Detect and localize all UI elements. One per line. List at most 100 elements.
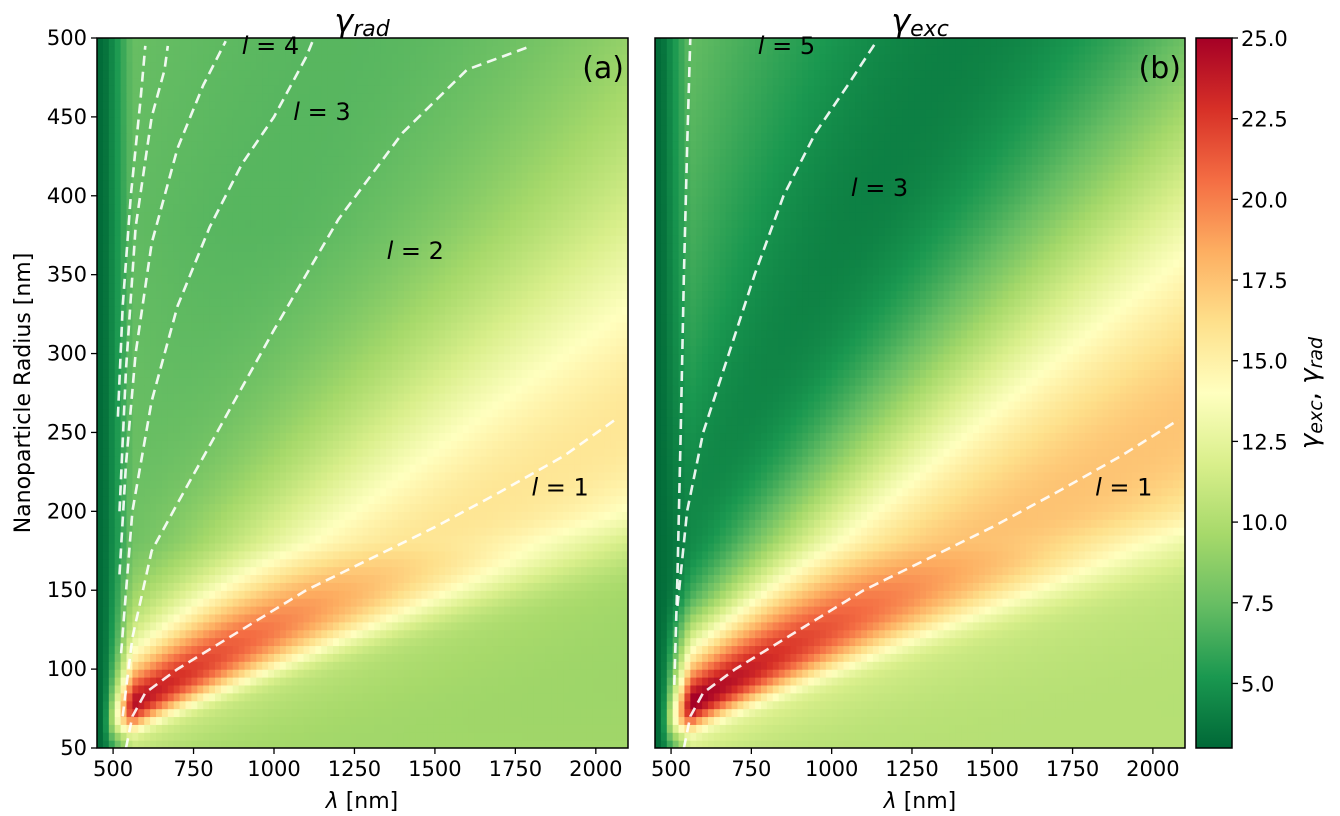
heatmap-cell [102, 542, 110, 552]
heatmap-cell [474, 464, 482, 473]
heatmap-cell [409, 337, 417, 347]
heatmap-cell [610, 700, 617, 710]
heatmap-cell [97, 519, 104, 528]
heatmap-cell [521, 487, 529, 497]
heatmap-cell [102, 424, 110, 434]
heatmap-cell [97, 527, 104, 536]
heatmap-cell [480, 345, 487, 355]
heatmap-cell [616, 329, 623, 339]
heatmap-cell [486, 535, 493, 544]
heatmap-cell [445, 353, 452, 363]
heatmap-cell [356, 345, 364, 355]
heatmap-cell [592, 661, 600, 670]
heatmap-cell [344, 700, 352, 710]
heatmap-cell [220, 369, 228, 378]
heatmap-cell [262, 700, 269, 710]
heatmap-cell [279, 448, 287, 457]
heatmap-cell [592, 558, 600, 568]
heatmap-cell [279, 400, 287, 410]
heatmap-cell [504, 708, 511, 718]
heatmap-cell [563, 724, 570, 733]
heatmap-cell [203, 669, 210, 678]
heatmap-cell [161, 669, 169, 678]
heatmap-cell [144, 645, 151, 654]
heatmap-cell [303, 700, 310, 710]
heatmap-cell [102, 337, 110, 347]
heatmap-cell [244, 716, 251, 725]
heatmap-cell [108, 590, 116, 599]
heatmap-cell [380, 653, 387, 662]
heatmap-cell [274, 408, 281, 418]
heatmap-cell [362, 542, 369, 552]
heatmap-cell [409, 566, 417, 576]
heatmap-cell [338, 416, 346, 426]
heatmap-cell [185, 535, 192, 544]
heatmap-cell [215, 637, 222, 647]
heatmap-cell [492, 708, 499, 718]
heatmap-cell [474, 519, 482, 528]
heatmap-cell [616, 314, 623, 323]
heatmap-cell [622, 511, 628, 520]
heatmap-cell [209, 464, 216, 473]
heatmap-cell [498, 377, 505, 386]
heatmap-cell [427, 669, 434, 678]
heatmap-cell [173, 724, 181, 733]
heatmap-cell [439, 677, 446, 686]
heatmap-cell [303, 550, 310, 560]
heatmap-cell [480, 393, 487, 402]
heatmap-cell [368, 322, 375, 331]
heatmap-cell [586, 582, 594, 591]
heatmap-cell [409, 416, 417, 426]
heatmap-cell [256, 408, 263, 418]
heatmap-cell [220, 416, 228, 426]
heatmap-cell [262, 361, 269, 370]
heatmap-cell [297, 598, 305, 607]
heatmap-cell [321, 377, 328, 386]
heatmap-cell [616, 629, 623, 639]
heatmap-cell [445, 724, 452, 733]
heatmap-cell [97, 598, 104, 607]
heatmap-cell [274, 716, 281, 725]
heatmap-cell [238, 306, 246, 315]
heatmap-cell [167, 535, 175, 544]
heatmap-cell [604, 519, 611, 528]
heatmap-cell [226, 337, 234, 347]
heatmap-cell [510, 519, 517, 528]
heatmap-cell [108, 495, 116, 505]
heatmap-cell [368, 314, 375, 323]
heatmap-cell [173, 487, 181, 497]
heatmap-cell [574, 558, 582, 568]
heatmap-cell [244, 440, 251, 449]
heatmap-cell [315, 314, 322, 323]
heatmap-cell [185, 732, 192, 741]
heatmap-cell [327, 306, 334, 315]
heatmap-cell [474, 542, 482, 552]
heatmap-cell [480, 708, 487, 718]
heatmap-cell [533, 606, 541, 615]
heatmap-cell [510, 535, 517, 544]
heatmap-cell [97, 661, 104, 670]
heatmap-cell [156, 613, 163, 623]
heatmap-cell [492, 448, 499, 457]
heatmap-cell [586, 361, 594, 370]
heatmap-cell [510, 440, 517, 449]
heatmap-cell [356, 400, 364, 410]
heatmap-cell [592, 393, 600, 402]
heatmap-cell [433, 337, 440, 347]
heatmap-cell [232, 724, 240, 733]
heatmap-cell [285, 566, 293, 576]
heatmap-cell [433, 361, 440, 370]
heatmap-cell [622, 464, 628, 473]
heatmap-cell [421, 692, 428, 702]
heatmap-cell [521, 495, 529, 505]
heatmap-cell [409, 519, 417, 528]
heatmap-cell [350, 503, 358, 512]
heatmap-cell [421, 598, 428, 607]
heatmap-cell [598, 740, 605, 748]
heatmap-cell [415, 574, 423, 583]
heatmap-cell [338, 393, 346, 402]
heatmap-cell [291, 653, 299, 662]
heatmap-cell [362, 645, 369, 654]
heatmap-cell [397, 479, 405, 489]
heatmap-cell [374, 629, 381, 639]
